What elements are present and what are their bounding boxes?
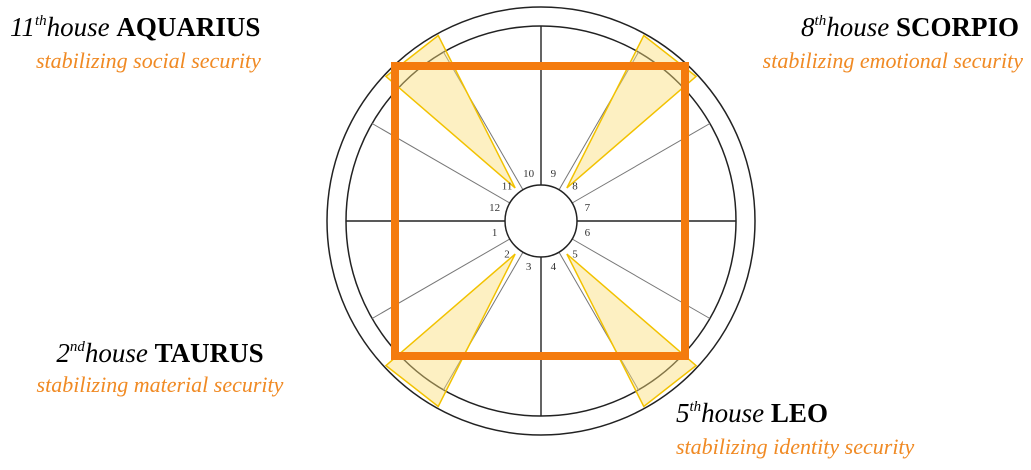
sign-name: TAURUS <box>154 338 264 368</box>
aspect-wedge <box>566 34 698 189</box>
label-heading: 11thhouse AQUARIUS <box>10 12 261 42</box>
subtitle: stabilizing emotional security <box>762 48 1023 73</box>
house-number: 8 <box>572 181 578 193</box>
house-word: house <box>84 338 148 368</box>
cusp-line <box>558 51 639 191</box>
aspect-wedge <box>384 34 516 189</box>
house-number: 12 <box>489 202 500 214</box>
subtitle: stabilizing social security <box>36 48 261 73</box>
house-number: 7 <box>585 202 591 214</box>
subtitle: stabilizing identity security <box>676 434 915 459</box>
house-number: 4 <box>551 261 557 273</box>
ordinal-suffix: th <box>814 13 827 29</box>
cusp-line <box>558 251 639 391</box>
house-number: 5 <box>676 398 690 428</box>
sign-name: LEO <box>770 398 828 428</box>
ordinal-suffix: nd <box>69 339 85 355</box>
ordinal-suffix: th <box>35 13 47 29</box>
ordinal-suffix: th <box>689 399 702 415</box>
label-heading: 5thhouse LEO <box>676 398 914 428</box>
house-number: 10 <box>523 168 535 180</box>
label-taurus: 2ndhouse TAURUS stabilizing material sec… <box>10 338 310 398</box>
hub <box>504 184 578 258</box>
house-number: 2 <box>56 338 70 368</box>
square-aspect <box>391 62 689 360</box>
sign-name: AQUARIUS <box>116 12 261 42</box>
sign-name: SCORPIO <box>895 12 1019 42</box>
aspect-wedge <box>384 253 516 408</box>
house-number: 5 <box>572 248 578 260</box>
cusp-line <box>443 51 524 191</box>
house-number: 11 <box>502 181 513 193</box>
subtitle: stabilizing material security <box>36 372 284 397</box>
house-number: 1 <box>492 227 498 239</box>
house-number: 2 <box>504 248 510 260</box>
label-aquarius: 11thhouse AQUARIUS stabilizing social se… <box>10 12 261 74</box>
label-scorpio: 8thhouse SCORPIO stabilizing emotional s… <box>763 12 1023 74</box>
label-heading: 8thhouse SCORPIO <box>763 12 1019 42</box>
label-leo: 5thhouse LEO stabilizing identity securi… <box>676 398 914 460</box>
house-word: house <box>701 398 765 428</box>
aspect-wedge <box>566 253 698 408</box>
house-number: 9 <box>551 168 557 180</box>
house-number: 3 <box>526 261 532 273</box>
label-heading: 2ndhouse TAURUS <box>10 338 310 368</box>
house-number: 8 <box>801 12 815 42</box>
cusp-line <box>443 251 524 391</box>
house-number: 6 <box>585 227 591 239</box>
house-word: house <box>826 12 890 42</box>
outer-ring <box>326 6 756 436</box>
house-word: house <box>46 12 110 42</box>
house-number: 11 <box>10 12 35 42</box>
